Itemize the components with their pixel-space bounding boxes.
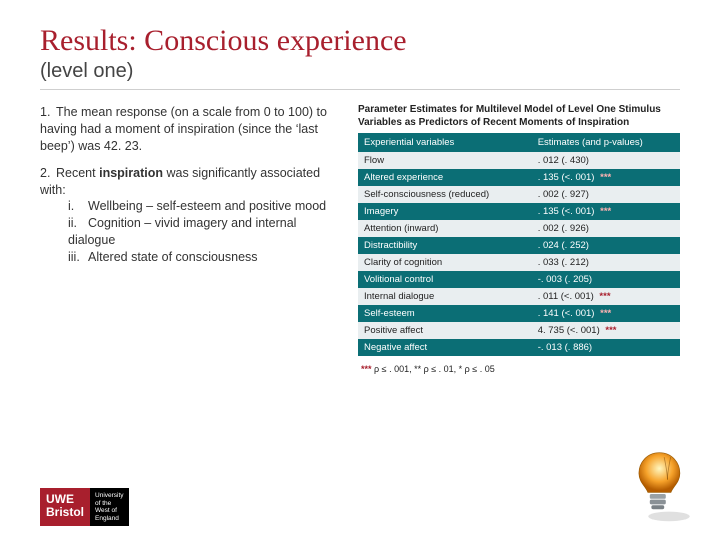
significance-stars: *** bbox=[594, 172, 611, 183]
sub-text: Wellbeing – self-esteem and positive moo… bbox=[88, 199, 326, 213]
footnote-text: ρ ≤ . 001, ** ρ ≤ . 01, * ρ ≤ . 05 bbox=[374, 364, 495, 374]
logo-brand: UWE Bristol bbox=[40, 488, 90, 526]
slide-title: Results: Conscious experience bbox=[40, 24, 680, 58]
logo-tag-line: University bbox=[95, 492, 124, 499]
list-text-bold: inspiration bbox=[99, 166, 163, 180]
logo-tag-line: England bbox=[95, 515, 124, 522]
list-text: The mean response (on a scale from 0 to … bbox=[40, 105, 327, 153]
content-columns: 1.The mean response (on a scale from 0 t… bbox=[40, 104, 680, 374]
estimates-table: Experiential variables Estimates (and p-… bbox=[358, 133, 680, 356]
list-text-lead: Recent bbox=[56, 166, 99, 180]
cell-variable: Volitional control bbox=[358, 271, 532, 288]
uwe-logo: UWE Bristol University of the West of En… bbox=[40, 488, 129, 526]
cell-estimate: . 141 (<. 001) *** bbox=[532, 305, 680, 322]
cell-estimate: -. 013 (. 886) bbox=[532, 339, 680, 356]
cell-estimate: 4. 735 (<. 001) *** bbox=[532, 322, 680, 339]
footnote-stars: *** bbox=[358, 364, 374, 374]
sub-number: iii. bbox=[68, 249, 88, 266]
table-row: Internal dialogue. 011 (<. 001) *** bbox=[358, 288, 680, 305]
cell-variable: Clarity of cognition bbox=[358, 254, 532, 271]
sub-item: i.Wellbeing – self-esteem and positive m… bbox=[40, 198, 340, 215]
logo-tag-line: of the bbox=[95, 500, 124, 507]
table-row: Positive affect4. 735 (<. 001) *** bbox=[358, 322, 680, 339]
cell-variable: Self-esteem bbox=[358, 305, 532, 322]
cell-estimate: -. 003 (. 205) bbox=[532, 271, 680, 288]
cell-estimate: . 011 (<. 001) *** bbox=[532, 288, 680, 305]
cell-variable: Self-consciousness (reduced) bbox=[358, 186, 532, 203]
col-header-estimates: Estimates (and p-values) bbox=[532, 133, 680, 152]
list-number: 2. bbox=[40, 165, 56, 182]
significance-stars: *** bbox=[594, 308, 611, 319]
table-row: Altered experience. 135 (<. 001) *** bbox=[358, 169, 680, 186]
list-item: 1.The mean response (on a scale from 0 t… bbox=[40, 104, 340, 155]
list-item: 2.Recent inspiration was significantly a… bbox=[40, 165, 340, 266]
cell-estimate: . 002 (. 927) bbox=[532, 186, 680, 203]
table-row: Negative affect-. 013 (. 886) bbox=[358, 339, 680, 356]
table-row: Clarity of cognition. 033 (. 212) bbox=[358, 254, 680, 271]
logo-brand-line1: UWE bbox=[46, 493, 84, 506]
sub-number: ii. bbox=[68, 215, 88, 232]
cell-variable: Distractibility bbox=[358, 237, 532, 254]
sub-item: iii.Altered state of consciousness bbox=[40, 249, 340, 266]
logo-tag-line: West of bbox=[95, 507, 124, 514]
cell-estimate: . 012 (. 430) bbox=[532, 152, 680, 169]
cell-estimate: . 135 (<. 001) *** bbox=[532, 203, 680, 220]
lightbulb-icon bbox=[608, 446, 698, 526]
significance-stars: *** bbox=[600, 325, 617, 336]
sub-text: Cognition – vivid imagery and internal d… bbox=[68, 216, 296, 247]
cell-variable: Negative affect bbox=[358, 339, 532, 356]
cell-estimate: . 135 (<. 001) *** bbox=[532, 169, 680, 186]
significance-stars: *** bbox=[594, 291, 611, 302]
table-row: Distractibility. 024 (. 252) bbox=[358, 237, 680, 254]
cell-variable: Flow bbox=[358, 152, 532, 169]
table-caption: Parameter Estimates for Multilevel Model… bbox=[358, 104, 680, 129]
table-row: Self-esteem. 141 (<. 001) *** bbox=[358, 305, 680, 322]
left-column: 1.The mean response (on a scale from 0 t… bbox=[40, 104, 340, 374]
table-row: Self-consciousness (reduced). 002 (. 927… bbox=[358, 186, 680, 203]
right-column: Parameter Estimates for Multilevel Model… bbox=[358, 104, 680, 374]
cell-estimate: . 002 (. 926) bbox=[532, 220, 680, 237]
cell-variable: Imagery bbox=[358, 203, 532, 220]
significance-stars: *** bbox=[594, 206, 611, 217]
table-row: Flow. 012 (. 430) bbox=[358, 152, 680, 169]
divider bbox=[40, 89, 680, 90]
cell-variable: Positive affect bbox=[358, 322, 532, 339]
cell-variable: Altered experience bbox=[358, 169, 532, 186]
table-row: Imagery. 135 (<. 001) *** bbox=[358, 203, 680, 220]
logo-brand-line2: Bristol bbox=[46, 506, 84, 519]
table-row: Volitional control-. 003 (. 205) bbox=[358, 271, 680, 288]
table-row: Attention (inward). 002 (. 926) bbox=[358, 220, 680, 237]
cell-estimate: . 024 (. 252) bbox=[532, 237, 680, 254]
cell-variable: Internal dialogue bbox=[358, 288, 532, 305]
cell-estimate: . 033 (. 212) bbox=[532, 254, 680, 271]
cell-variable: Attention (inward) bbox=[358, 220, 532, 237]
sub-number: i. bbox=[68, 198, 88, 215]
list-number: 1. bbox=[40, 104, 56, 121]
table-footnote: *** ρ ≤ . 001, ** ρ ≤ . 01, * ρ ≤ . 05 bbox=[358, 364, 680, 374]
col-header-variables: Experiential variables bbox=[358, 133, 532, 152]
slide-subtitle: (level one) bbox=[40, 60, 680, 83]
logo-tagline: University of the West of England bbox=[90, 488, 129, 526]
sub-item: ii.Cognition – vivid imagery and interna… bbox=[40, 215, 340, 249]
sub-text: Altered state of consciousness bbox=[88, 250, 258, 264]
